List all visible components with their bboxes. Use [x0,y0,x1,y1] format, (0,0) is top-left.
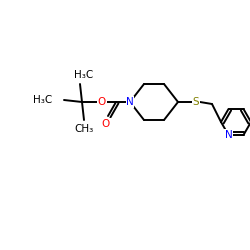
Text: H₃C: H₃C [33,95,52,105]
Text: S: S [193,97,199,107]
Text: CH₃: CH₃ [74,124,94,134]
Text: O: O [102,119,110,129]
Text: H₃C: H₃C [74,70,94,80]
Text: N: N [224,130,232,140]
Text: N: N [126,97,134,107]
Text: O: O [98,97,106,107]
